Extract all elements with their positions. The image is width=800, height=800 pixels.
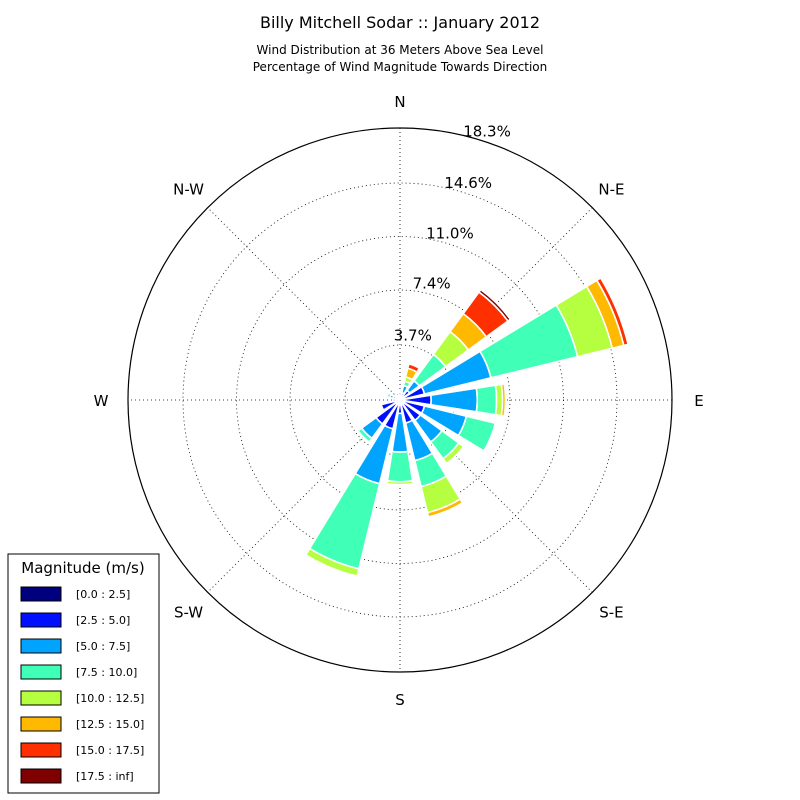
wind-bar-sector-1-bin-6 — [406, 362, 421, 374]
direction-label-s-e: S-E — [599, 603, 623, 621]
radial-tick-label-3: 11.0% — [426, 224, 474, 242]
legend-swatch-6 — [20, 742, 62, 758]
legend-label-4: [10.0 : 12.5] — [76, 692, 144, 705]
legend-swatch-7 — [20, 768, 62, 784]
wind-bar-sector-7-bin-5 — [426, 497, 464, 518]
wind-bar-sector-9-bin-4 — [304, 547, 360, 578]
wind-bar-sector-13-bin-3 — [386, 391, 393, 399]
wind-bar-sector-8-bin-4 — [386, 479, 414, 486]
legend-label-3: [7.5 : 10.0] — [76, 666, 137, 679]
wind-bar-sector-8-bin-3 — [386, 450, 414, 483]
legend-swatch-2 — [20, 638, 62, 654]
polar-labels: N N-E E S-E S S-W W N-W 3.7% 7.4% 11.0% 14.6% 18.3% — [94, 93, 704, 709]
legend-swatch-1 — [20, 612, 62, 628]
polar-frame — [127, 127, 673, 673]
wind-bar-sector-4-bin-3 — [475, 384, 498, 416]
legend-label-7: [17.5 : inf] — [76, 770, 134, 783]
legend-label-0: [0.0 : 2.5] — [76, 588, 130, 601]
chart-subtitle-line-2: Percentage of Wind Magnitude Towards Dir… — [253, 60, 547, 74]
legend-label-6: [15.0 : 17.5] — [76, 744, 144, 757]
legend-label-5: [12.5 : 15.0] — [76, 718, 144, 731]
radial-tick-label-5: 18.3% — [463, 122, 511, 140]
legend-swatch-0 — [20, 586, 62, 602]
legend-title: Magnitude (m/s) — [21, 559, 144, 577]
radial-tick-label-4: 14.6% — [444, 174, 492, 192]
direction-label-s-w: S-W — [174, 603, 203, 621]
wind-bar-sector-15-bin-1 — [395, 391, 400, 398]
grid-ring-4 — [182, 182, 618, 618]
radial-tick-label-2: 7.4% — [413, 275, 451, 293]
chart-title: Billy Mitchell Sodar :: January 2012 — [260, 13, 540, 32]
wind-bar-sector-4-bin-2 — [429, 387, 479, 413]
legend-label-1: [2.5 : 5.0] — [76, 614, 130, 627]
legend: Magnitude (m/s) [0.0 : 2.5] [2.5 : 5.0] [5… — [7, 553, 160, 794]
direction-label-w: W — [94, 392, 109, 410]
wind-bars — [304, 276, 630, 578]
wind-bar-sector-6-bin-4 — [441, 441, 465, 465]
wind-bar-sector-3-bin-6 — [595, 276, 630, 347]
grid-ring-2 — [289, 289, 511, 511]
direction-label-n-w: N-W — [173, 181, 204, 199]
legend-swatch-3 — [20, 664, 62, 680]
wind-bar-sector-2-bin-7 — [477, 288, 512, 323]
direction-label-n: N — [394, 93, 405, 111]
wind-bar-sector-10-bin-3 — [356, 426, 374, 444]
outer-ring — [127, 127, 673, 673]
legend-swatch-5 — [20, 716, 62, 732]
wind-bar-sector-11-bin-1 — [380, 400, 398, 412]
wind-bar-sector-5-bin-3 — [457, 415, 497, 453]
legend-swatch-4 — [20, 690, 62, 706]
direction-label-e: E — [694, 392, 703, 410]
radial-tick-label-1: 3.7% — [394, 326, 432, 344]
direction-label-s: S — [395, 691, 405, 709]
direction-label-n-e: N-E — [598, 181, 624, 199]
legend-label-2: [5.0 : 7.5] — [76, 640, 130, 653]
wind-bar-sector-4-bin-5 — [500, 382, 507, 418]
chart-subtitle-line-1: Wind Distribution at 36 Meters Above Sea… — [257, 43, 544, 57]
